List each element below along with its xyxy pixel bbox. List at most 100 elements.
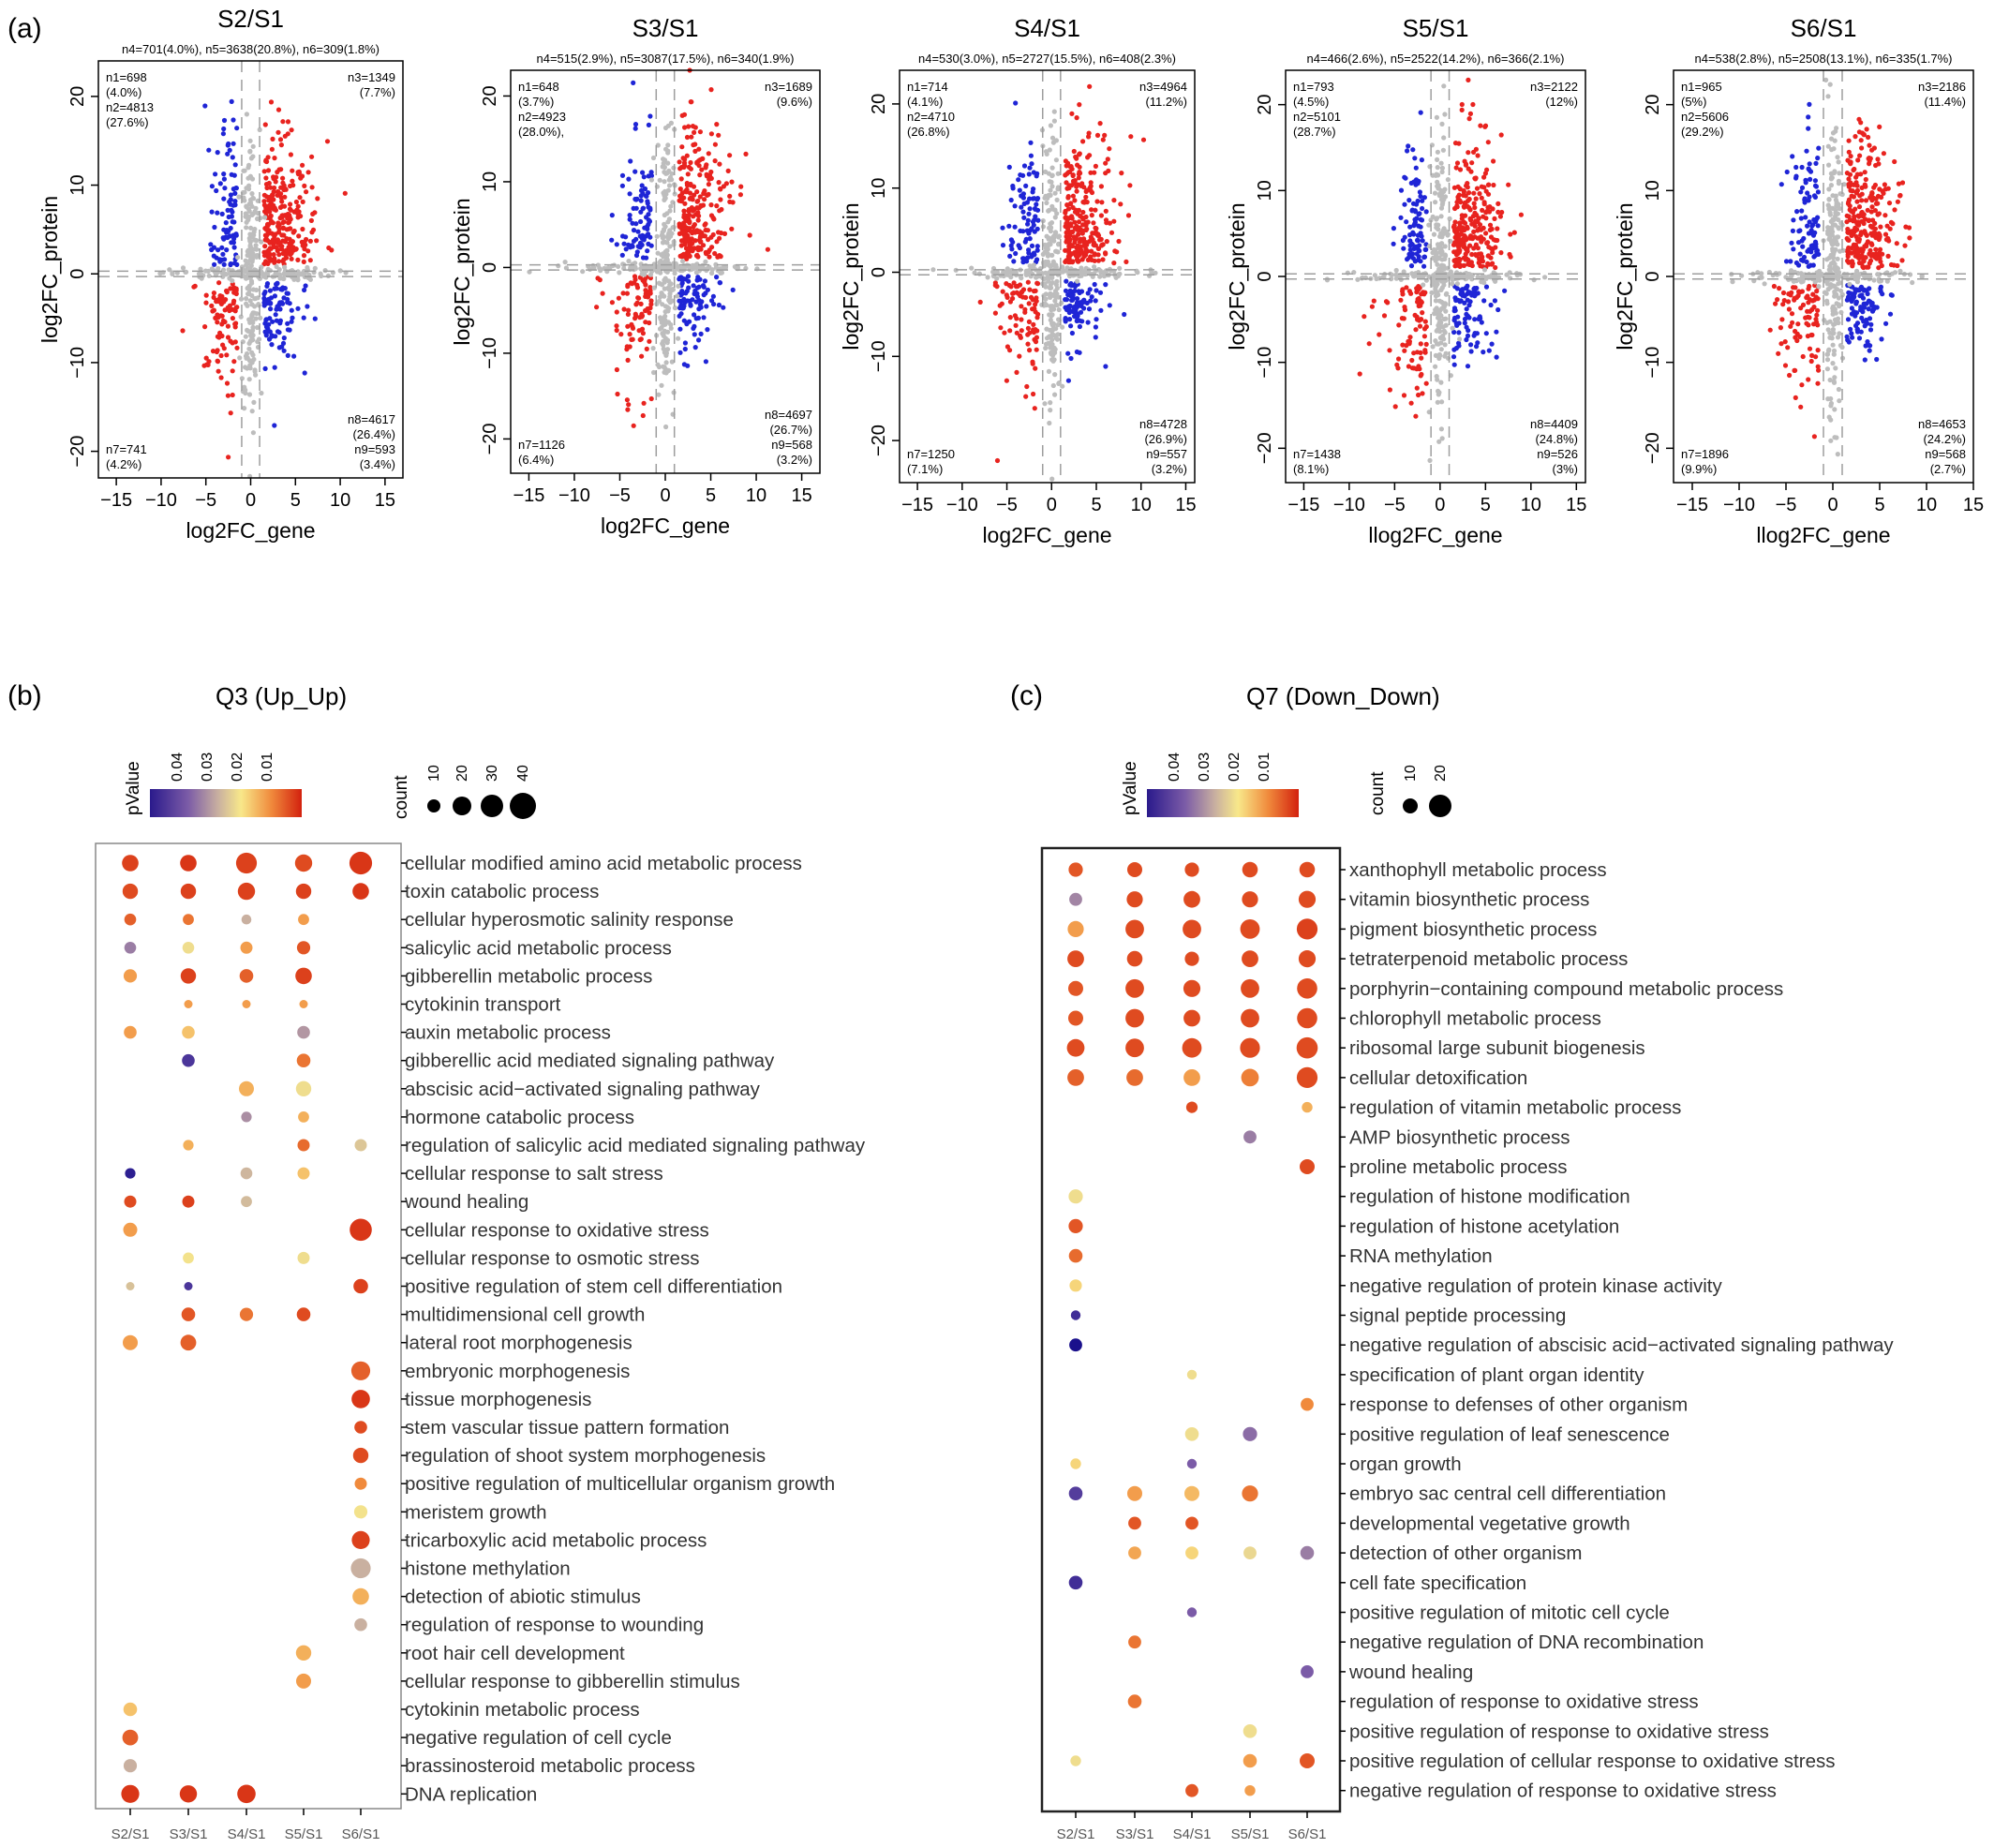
scatter-point: [1453, 261, 1459, 267]
term-label: regulation of histone acetylation: [1349, 1215, 1619, 1237]
dotplot-b-title: Q3 (Up_Up): [216, 682, 347, 710]
term-label: cellular hyperosmotic salinity response: [405, 909, 734, 931]
scatter-point: [288, 272, 293, 277]
dot: [1183, 919, 1201, 939]
scatter-point: [1404, 219, 1409, 225]
term-label: signal peptide processing: [1349, 1305, 1566, 1327]
scatter-point: [250, 154, 256, 159]
scatter-point: [708, 131, 715, 137]
scatter-point: [1423, 209, 1429, 215]
dot: [241, 1111, 252, 1123]
scatter-point: [1451, 306, 1458, 311]
scatter-point: [215, 150, 220, 156]
scatter-point: [687, 220, 692, 226]
scatter-point: [1435, 149, 1440, 155]
scatter-point: [1831, 351, 1837, 357]
scatter-point: [308, 217, 314, 223]
scatter-point: [1481, 201, 1487, 207]
scatter-point: [618, 332, 624, 337]
scatter-point: [1863, 198, 1869, 203]
scatter-point: [249, 212, 255, 217]
scatter-point: [1873, 162, 1879, 169]
scatter-point: [180, 328, 186, 334]
scatter-point: [1868, 299, 1873, 305]
scatter-point: [1810, 246, 1816, 251]
scatter-point: [216, 247, 221, 253]
scatter-point: [1441, 135, 1447, 141]
scatter-point: [1459, 107, 1465, 112]
scatter-point: [1831, 348, 1838, 353]
term-label: multidimensional cell growth: [405, 1304, 645, 1326]
scatter-point: [1885, 235, 1891, 242]
scatter-point: [233, 232, 239, 238]
scatter-point: [209, 266, 215, 272]
scatter-point: [1411, 272, 1417, 277]
scatter-point: [262, 244, 268, 249]
scatter-point: [276, 345, 282, 350]
scatter-point: [230, 316, 235, 321]
scatter-point: [1024, 200, 1030, 205]
scatter-point: [616, 263, 621, 269]
scatter-point: [678, 176, 684, 182]
scatter-point: [1079, 231, 1085, 236]
pvalue-colorbar-c: [1147, 789, 1299, 817]
scatter-point: [1435, 165, 1440, 171]
scatter-point: [1811, 231, 1817, 236]
scatter-title: S4/S1: [1014, 14, 1080, 42]
scatter-point: [288, 201, 293, 207]
term-label: stem vascular tissue pattern formation: [405, 1417, 729, 1438]
scatter-point: [210, 308, 216, 314]
scatter-point: [247, 239, 253, 245]
scatter-point: [643, 288, 648, 293]
scatter-point: [1467, 243, 1473, 248]
scatter-point: [1466, 166, 1471, 171]
scatter-point: [1418, 193, 1423, 200]
term-label: embryonic morphogenesis: [405, 1361, 630, 1382]
scatter-title: S5/S1: [1403, 14, 1469, 42]
scatter-point: [1884, 278, 1890, 284]
scatter-point: [1080, 200, 1086, 205]
scatter-point: [1381, 313, 1388, 319]
scatter-point: [279, 199, 285, 204]
scatter-point: [1799, 275, 1805, 280]
dot: [1126, 1069, 1143, 1086]
scatter-point: [1419, 291, 1424, 297]
scatter-point: [1778, 341, 1784, 347]
dot: [1186, 1458, 1198, 1469]
scatter-point: [591, 265, 597, 271]
scatter-point: [1780, 302, 1786, 307]
scatter-point: [1896, 181, 1901, 186]
scatter-point: [657, 326, 663, 332]
scatter-title: S2/S1: [217, 5, 284, 33]
term-label: tetraterpenoid metabolic process: [1349, 948, 1628, 970]
column-label: S2/S1: [112, 1826, 150, 1842]
scatter-point: [1481, 174, 1487, 180]
scatter-point: [1808, 274, 1813, 279]
scatter-point: [1433, 200, 1438, 205]
scatter-point: [696, 337, 702, 343]
scatter-point: [1482, 123, 1489, 128]
scatter-point: [1849, 306, 1854, 311]
scatter-point: [1025, 217, 1031, 223]
scatter-point: [1046, 192, 1051, 198]
y-tick-label: −10: [67, 347, 88, 379]
scatter-point: [677, 326, 683, 332]
scatter-point: [1872, 255, 1878, 261]
scatter-point: [1104, 268, 1109, 274]
dot: [295, 883, 312, 900]
scatter-point: [264, 185, 270, 191]
scatter-point: [1017, 245, 1022, 251]
scatter-point: [658, 270, 663, 276]
scatter-point: [650, 155, 657, 161]
scatter-point: [1831, 330, 1837, 336]
scatter-point: [632, 316, 638, 321]
scatter-point: [263, 175, 269, 181]
scatter-point: [1417, 323, 1423, 329]
scatter-point: [1862, 305, 1868, 310]
scatter-point: [1474, 331, 1480, 336]
scatter-point: [297, 195, 303, 201]
scatter-point: [1860, 309, 1866, 315]
x-tick-label: −15: [1676, 495, 1708, 515]
scatter-point: [1413, 165, 1419, 171]
scatter-point: [1067, 317, 1073, 322]
